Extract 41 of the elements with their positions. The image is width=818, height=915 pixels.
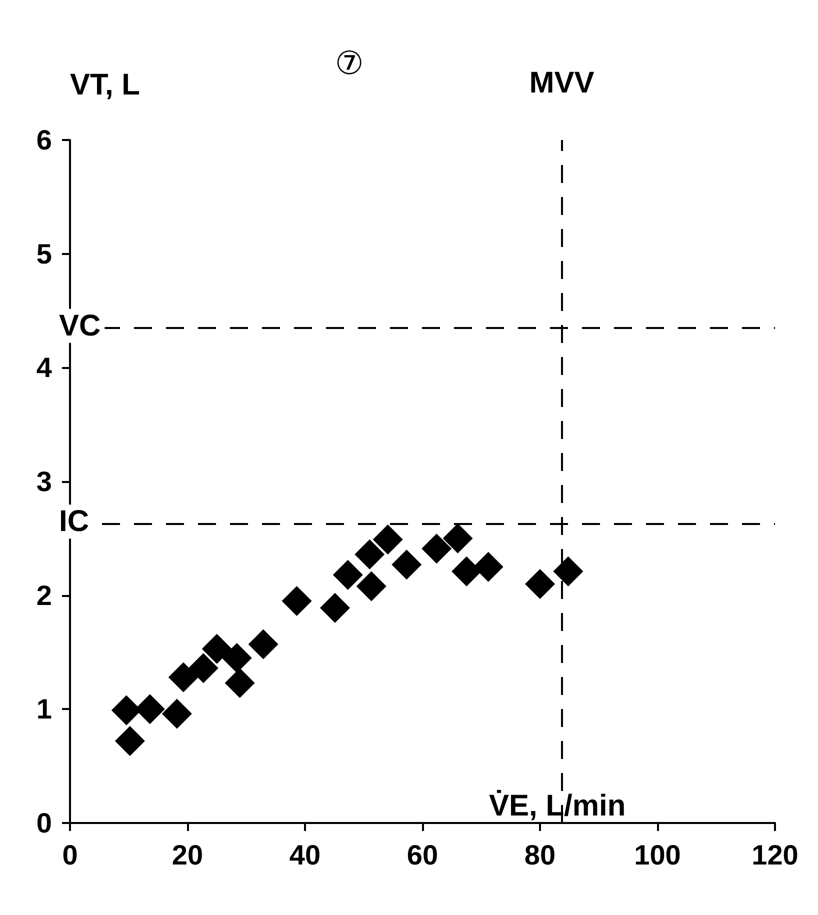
point bbox=[422, 534, 452, 564]
point bbox=[320, 592, 350, 623]
y-axis-title: VT, L bbox=[70, 68, 140, 102]
point bbox=[162, 698, 192, 729]
point bbox=[282, 586, 312, 616]
point bbox=[473, 552, 504, 582]
y-tick-label: 2 bbox=[36, 580, 52, 611]
point bbox=[442, 523, 473, 554]
x-axis-title: V̇E, L/min bbox=[489, 789, 626, 822]
point bbox=[452, 556, 482, 586]
y-tick-label: 3 bbox=[36, 466, 52, 497]
y-tick-label: 0 bbox=[36, 808, 52, 838]
point bbox=[372, 524, 403, 555]
point bbox=[553, 556, 584, 586]
x-tick-label: 40 bbox=[289, 840, 321, 870]
point bbox=[392, 550, 422, 580]
point bbox=[168, 662, 198, 692]
ref-line-label: VC bbox=[59, 309, 101, 342]
y-tick-label: 6 bbox=[36, 124, 52, 156]
point bbox=[332, 560, 363, 590]
x-tick-label: 20 bbox=[172, 840, 204, 870]
point bbox=[202, 634, 232, 664]
y-tick-label: 5 bbox=[36, 238, 52, 270]
point bbox=[222, 642, 252, 673]
x-tick-label: 80 bbox=[524, 840, 556, 870]
ref-line-label: MVV bbox=[529, 66, 594, 100]
point bbox=[525, 568, 555, 599]
point bbox=[188, 653, 218, 684]
chart-title: ⑦ bbox=[335, 45, 364, 81]
y-tick-label: 1 bbox=[36, 694, 52, 725]
ref-line-label: IC bbox=[59, 505, 89, 538]
point bbox=[356, 571, 386, 602]
x-tick-label: 0 bbox=[62, 840, 78, 870]
point bbox=[248, 629, 278, 660]
point bbox=[224, 668, 255, 698]
point bbox=[354, 539, 385, 570]
x-tick-label: 100 bbox=[634, 840, 681, 870]
y-tick-label: 4 bbox=[36, 352, 52, 384]
x-tick-label: 60 bbox=[406, 840, 438, 870]
point bbox=[114, 726, 145, 756]
x-tick-label: 120 bbox=[752, 840, 798, 870]
